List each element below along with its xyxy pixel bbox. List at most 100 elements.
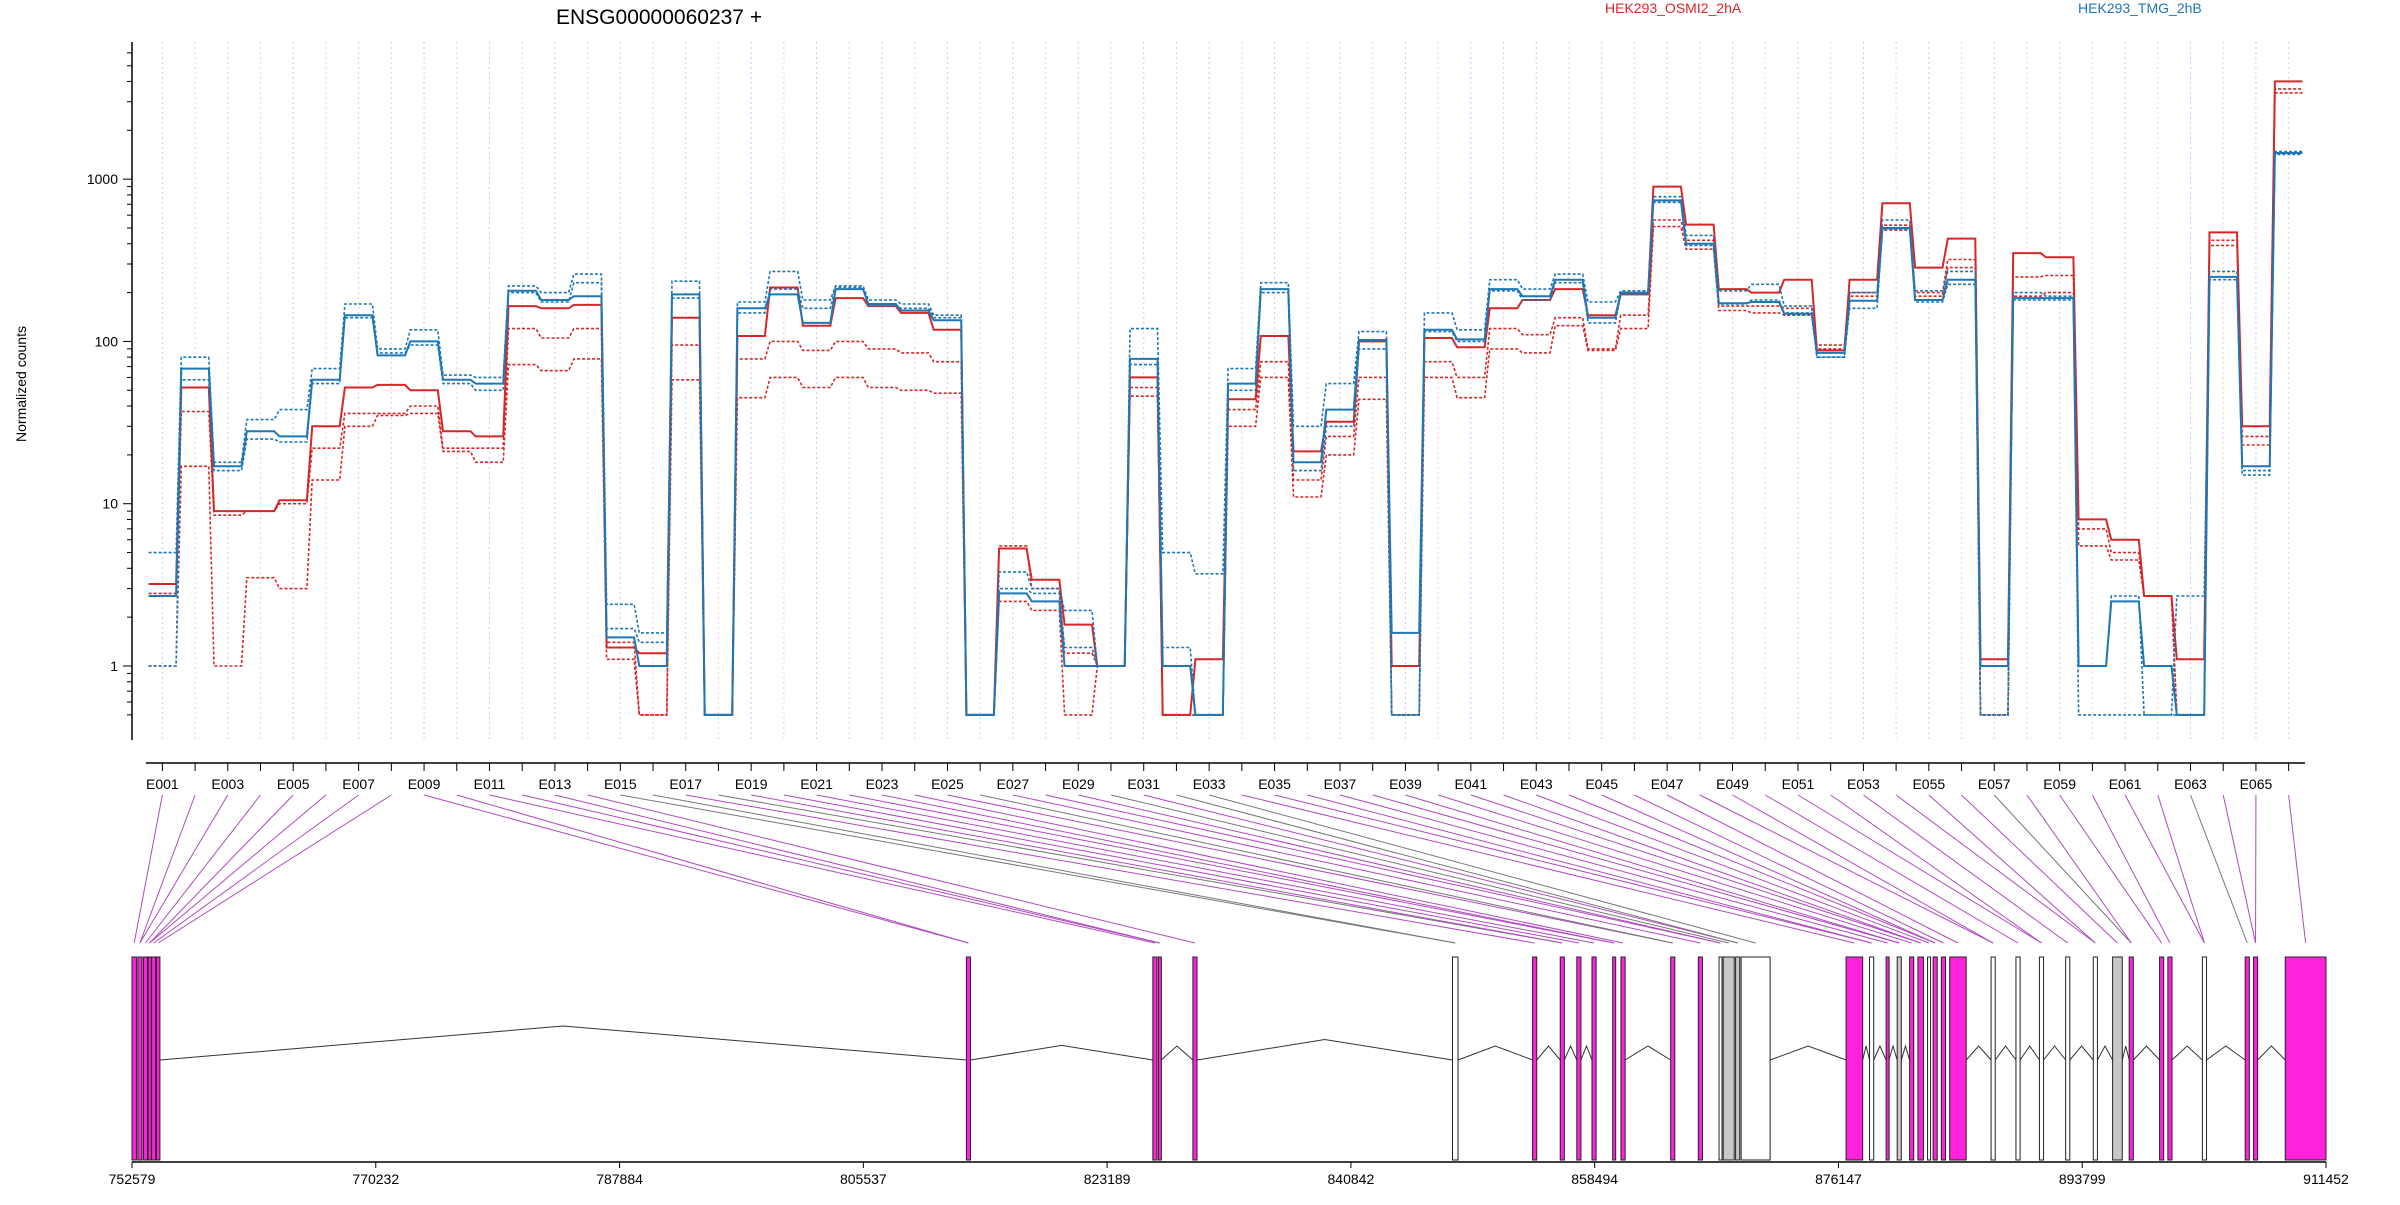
intron-line [1625,1046,1671,1060]
exon-block [1560,957,1564,1160]
exon-block [148,957,151,1160]
intron-line [1197,1040,1452,1060]
intron-line [971,1045,1153,1060]
bin-connector [150,795,294,943]
exon-block [1886,957,1889,1160]
bin-connector [1896,795,2095,943]
intron-line [1581,1046,1592,1060]
exon-block [2113,957,2123,1160]
bin-to-exon-connectors [134,795,2305,943]
genomic-tick-label: 876147 [1815,1171,1862,1187]
bin-connector [784,795,1579,943]
x-tick-label: E007 [342,776,375,792]
exon-block [1741,957,1770,1160]
x-tick-label: E011 [474,776,506,792]
intron-line [2122,1046,2129,1060]
exon-block [1736,957,1740,1160]
bin-connector [145,795,260,943]
y-tick-label: 10 [102,496,118,512]
y-tick-label: 1 [110,658,118,674]
intron-line [1863,1046,1870,1060]
exon-block [1870,957,1874,1160]
intron-line [1874,1046,1886,1060]
legend-label-tmg: HEK293_TMG_2hB [2078,0,2202,16]
exon-block [1933,957,1937,1160]
bin-connector [424,795,968,943]
x-tick-label: E059 [2043,776,2076,792]
bin-connector [1275,795,1872,943]
intron-line [1458,1046,1533,1060]
bin-connector [2223,795,2255,943]
exon-block [1719,957,1722,1160]
intron-line [2258,1046,2286,1060]
bin-connector [2191,795,2248,943]
bin-connector [718,795,1562,943]
genomic-tick-label: 893799 [2059,1171,2106,1187]
intron-line [2097,1046,2112,1060]
exon-block [2016,957,2020,1160]
exon-block [1577,957,1581,1160]
exon-block [132,957,136,1160]
genomic-tick-label: 911452 [2303,1171,2349,1187]
bin-connector [915,795,1623,943]
x-tick-label: E061 [2109,776,2142,792]
intron-line [1901,1046,1909,1060]
exon-block [1153,957,1157,1160]
genomic-tick-label: 770232 [352,1171,399,1187]
x-tick-label: E039 [1389,776,1422,792]
exon-block [2066,957,2070,1160]
x-tick-label: E019 [735,776,768,792]
bin-connector [1798,795,2042,943]
genomic-tick-label: 752579 [109,1171,156,1187]
x-tick-label: E047 [1651,776,1684,792]
exon-block [1928,957,1931,1160]
exon-block [1941,957,1945,1160]
x-tick-label: E013 [539,776,572,792]
bin-connector [522,795,1160,943]
intron-line [2070,1046,2093,1060]
x-tick-label: E063 [2174,776,2207,792]
x-tick-label: E037 [1324,776,1357,792]
series-line-tmg [149,153,2303,715]
genomic-tick-label: 787884 [596,1171,643,1187]
gene-model-track [132,957,2326,1160]
genomic-tick-label: 805537 [840,1171,887,1187]
exon-block [1158,957,1161,1160]
intron-line [2172,1046,2202,1060]
exon-block [2129,957,2133,1160]
x-tick-label: E005 [277,776,310,792]
y-axis-label: Normalized counts [13,326,29,442]
intron-line [2207,1046,2246,1060]
bin-connector [555,795,1160,943]
exon-block [1453,957,1459,1160]
exon-block [1613,957,1616,1160]
x-tick-label: E035 [1258,776,1291,792]
x-tick-label: E051 [1782,776,1815,792]
exon-block [138,957,142,1160]
intron-line [1770,1046,1846,1060]
exon-block [1950,957,1967,1160]
bin-connector [1863,795,2067,943]
genomic-tick-label: 858494 [1571,1171,1618,1187]
intron-line [2020,1046,2039,1060]
x-tick-label: E041 [1454,776,1487,792]
exon-block [2160,957,2164,1160]
bin-connector [2092,795,2170,943]
exon-block [1897,957,1901,1160]
bin-connector [882,795,1614,943]
exon-block [1910,957,1914,1160]
exon-block [156,957,159,1160]
intron-line [1564,1046,1576,1060]
exon-block [2168,957,2172,1160]
genomic-tick-label: 840842 [1328,1171,1375,1187]
intron-line [1995,1046,2016,1060]
bin-connector [1307,795,1871,943]
x-tick-label: E003 [211,776,244,792]
exon-block [2039,957,2043,1160]
intron-line [1537,1046,1560,1060]
bin-connector [980,795,1673,943]
x-tick-label: E043 [1520,776,1553,792]
genomic-tick-label: 823189 [1084,1171,1131,1187]
exon-block [2093,957,2097,1160]
bin-connector [620,795,1455,943]
